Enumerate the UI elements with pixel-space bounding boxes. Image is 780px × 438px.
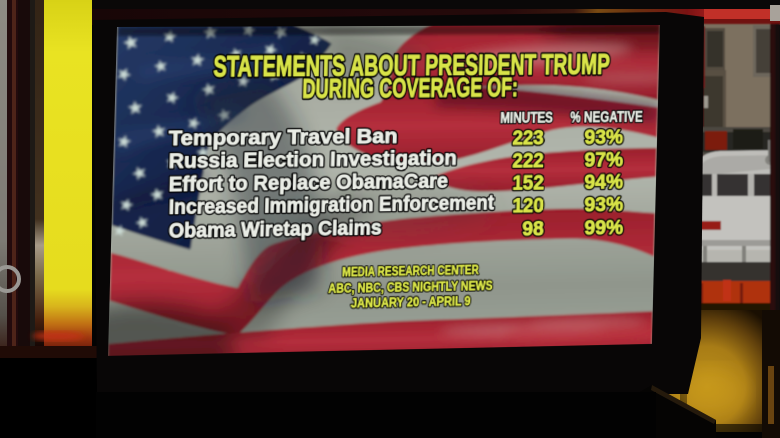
svg-text:97%: 97%: [584, 147, 623, 171]
svg-text:93%: 93%: [584, 192, 623, 216]
svg-text:DURING COVERAGE OF:: DURING COVERAGE OF:: [302, 71, 518, 103]
svg-text:% NEGATIVE: % NEGATIVE: [570, 109, 643, 126]
svg-text:120: 120: [512, 193, 544, 217]
svg-text:223: 223: [512, 125, 544, 149]
svg-text:99%: 99%: [584, 215, 623, 239]
svg-text:Temporary Travel Ban: Temporary Travel Ban: [168, 123, 397, 150]
svg-text:MEDIA RESEARCH CENTER: MEDIA RESEARCH CENTER: [342, 262, 479, 280]
svg-text:Effort to Replace ObamaCare: Effort to Replace ObamaCare: [168, 168, 448, 196]
svg-text:STATEMENTS ABOUT PRESIDENT TRU: STATEMENTS ABOUT PRESIDENT TRUMP: [213, 49, 610, 83]
svg-text:ABC, NBC, CBS NIGHTLY NEWS: ABC, NBC, CBS NIGHTLY NEWS: [328, 277, 493, 295]
svg-text:ABC, NBC, CBS NIGHTLY NEWS: ABC, NBC, CBS NIGHTLY NEWS: [328, 277, 493, 295]
svg-text:93%: 93%: [584, 124, 623, 148]
svg-text:120: 120: [512, 193, 544, 217]
svg-text:Obama Wiretap Claims: Obama Wiretap Claims: [168, 215, 382, 243]
svg-text:98: 98: [522, 216, 544, 240]
svg-text:98: 98: [522, 216, 544, 240]
svg-text:Effort to Replace ObamaCare: Effort to Replace ObamaCare: [168, 168, 448, 196]
svg-text:MINUTES: MINUTES: [500, 110, 553, 127]
svg-text:93%: 93%: [584, 124, 623, 148]
svg-text:JANUARY 20 - APRIL 9: JANUARY 20 - APRIL 9: [351, 293, 471, 311]
svg-text:Temporary Travel Ban: Temporary Travel Ban: [168, 123, 397, 150]
svg-text:93%: 93%: [584, 192, 623, 216]
svg-text:MINUTES: MINUTES: [500, 110, 553, 127]
svg-text:STATEMENTS ABOUT PRESIDENT TRU: STATEMENTS ABOUT PRESIDENT TRUMP: [213, 49, 610, 83]
svg-text:DURING COVERAGE OF:: DURING COVERAGE OF:: [302, 71, 518, 103]
svg-text:99%: 99%: [584, 215, 623, 239]
svg-text:Russia Election Investigation: Russia Election Investigation: [168, 145, 457, 172]
svg-text:222: 222: [512, 148, 544, 172]
svg-text:152: 152: [512, 170, 544, 194]
svg-text:% NEGATIVE: % NEGATIVE: [570, 109, 643, 126]
svg-text:222: 222: [512, 148, 544, 172]
svg-text:Russia Election Investigation: Russia Election Investigation: [168, 145, 457, 172]
svg-text:MEDIA RESEARCH CENTER: MEDIA RESEARCH CENTER: [342, 262, 479, 280]
svg-text:94%: 94%: [584, 169, 623, 193]
svg-text:97%: 97%: [584, 147, 623, 171]
svg-text:223: 223: [512, 125, 544, 149]
svg-text:Increased Immigration Enforcem: Increased Immigration Enforcement: [168, 190, 494, 219]
svg-text:JANUARY 20 - APRIL 9: JANUARY 20 - APRIL 9: [351, 293, 471, 311]
svg-text:94%: 94%: [584, 169, 623, 193]
svg-text:Obama Wiretap Claims: Obama Wiretap Claims: [168, 215, 382, 243]
svg-text:152: 152: [512, 170, 544, 194]
